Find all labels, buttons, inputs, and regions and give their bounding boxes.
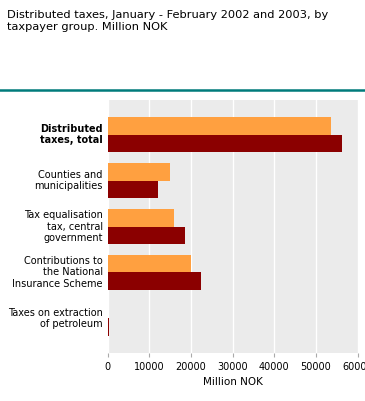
Bar: [108, 318, 109, 336]
X-axis label: Million NOK: Million NOK: [203, 377, 263, 387]
Text: Distributed taxes, January - February 2002 and 2003, by
taxpayer group. Million : Distributed taxes, January - February 20…: [7, 10, 328, 32]
Bar: [108, 273, 201, 290]
Bar: [108, 180, 158, 198]
Bar: [108, 163, 170, 180]
Bar: [108, 135, 342, 152]
Bar: [108, 117, 331, 135]
Bar: [108, 255, 191, 273]
Bar: [108, 227, 185, 244]
Bar: [108, 209, 174, 227]
